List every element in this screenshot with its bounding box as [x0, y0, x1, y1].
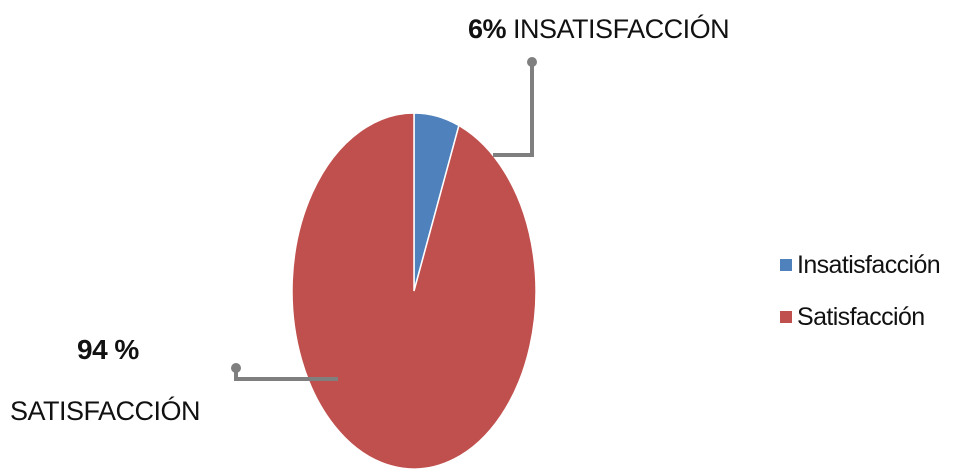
- legend-swatch-insatisfaccion: [780, 259, 792, 271]
- legend-swatch-satisfaccion: [780, 311, 792, 323]
- data-label-insatisfaccion: 6% INSATISFACCIÓN: [468, 14, 730, 45]
- legend-item-insatisfaccion: Insatisfacción: [780, 248, 941, 282]
- data-label-satisfaccion-name: SATISFACCIÓN: [10, 396, 201, 426]
- pie-slice-satisfaccion: [291, 112, 537, 469]
- legend: Insatisfacción Satisfacción: [780, 248, 941, 352]
- data-label-satisfaccion-value: 94 %: [77, 334, 139, 365]
- legend-label-satisfaccion: Satisfacción: [797, 302, 925, 331]
- data-label-insatisfaccion-value: 6%: [468, 14, 507, 44]
- legend-label-insatisfaccion: Insatisfacción: [797, 250, 941, 279]
- legend-item-satisfaccion: Satisfacción: [780, 300, 940, 334]
- pie-slices: [291, 112, 537, 469]
- leader-line-insatisfaccion: [493, 57, 537, 157]
- data-label-insatisfaccion-name: INSATISFACCIÓN: [513, 14, 730, 44]
- leader-line-satisfaccion: [231, 363, 338, 381]
